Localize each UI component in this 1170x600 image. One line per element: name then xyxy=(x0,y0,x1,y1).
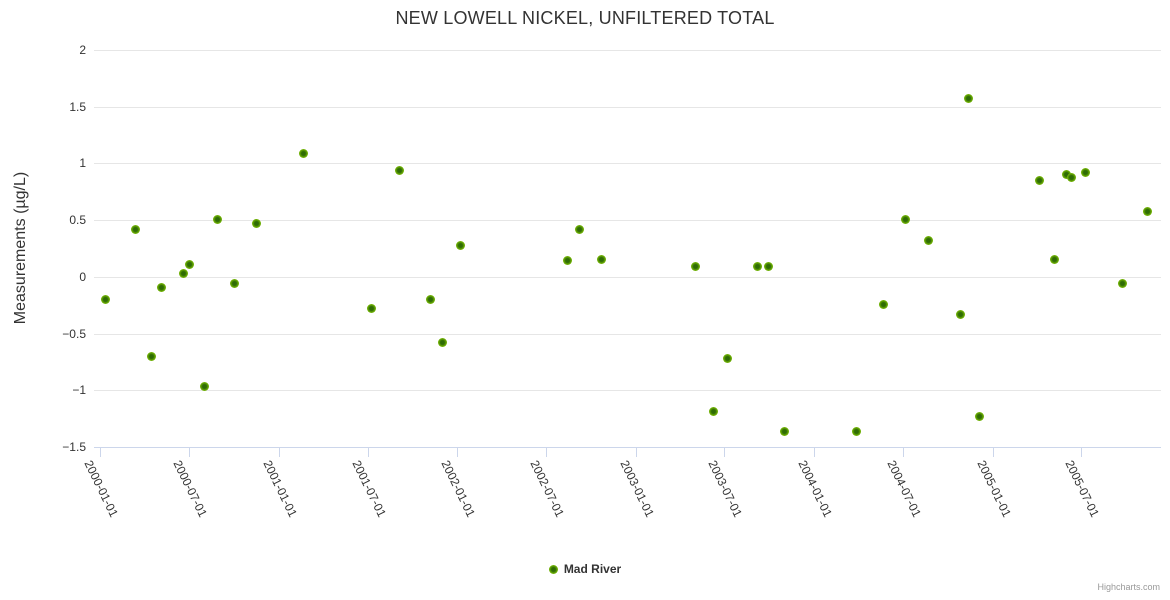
gridline xyxy=(94,390,1161,392)
data-point[interactable] xyxy=(147,351,157,361)
x-axis-tick-label: 2005-01-01 xyxy=(974,458,1014,520)
x-axis-tick-mark xyxy=(992,447,994,457)
data-point[interactable] xyxy=(1062,170,1072,180)
x-axis-tick-label: 2001-01-01 xyxy=(260,458,301,520)
y-axis-tick-label: −0.5 xyxy=(62,326,86,341)
data-point[interactable] xyxy=(691,262,701,272)
plot-area: 2000-01-01 2000-07-01 2001-01-01 2001-07-01… xyxy=(82,50,1161,519)
y-axis-labels: 2 1.5 1 0.5 0 −0.5 −1 −1.5 xyxy=(0,43,86,454)
data-point[interactable] xyxy=(764,262,774,272)
x-axis-tick-mark xyxy=(367,447,369,457)
x-axis-tick-label: 2005-07-01 xyxy=(1062,458,1103,520)
data-point[interactable] xyxy=(1081,168,1091,177)
x-axis-tick-mark xyxy=(1081,447,1083,457)
x-axis-tick-mark xyxy=(189,447,191,457)
y-axis-tick-label: −1.5 xyxy=(62,440,86,454)
x-axis-tick-mark xyxy=(545,447,547,457)
x-axis-tick-label: 2003-01-01 xyxy=(617,458,657,520)
data-point[interactable] xyxy=(974,411,984,421)
x-axis-tick-label: 2002-01-01 xyxy=(438,458,479,520)
data-point[interactable] xyxy=(1142,206,1152,216)
data-point[interactable] xyxy=(955,309,965,319)
x-axis-tick-mark xyxy=(457,447,459,457)
data-point[interactable] xyxy=(185,259,195,269)
x-axis-tick-mark xyxy=(814,447,816,457)
x-axis-tick-label: 2000-07-01 xyxy=(170,458,211,520)
legend-marker-icon xyxy=(548,564,558,574)
data-point[interactable] xyxy=(1067,172,1077,182)
y-axis-tick-label: 0.5 xyxy=(69,213,86,228)
x-axis-tick-label: 2004-01-01 xyxy=(795,458,836,520)
legend-label: Mad River xyxy=(563,562,622,576)
legend-item-mad-river[interactable]: Mad River xyxy=(0,562,1170,576)
data-point[interactable] xyxy=(563,256,573,266)
data-point[interactable] xyxy=(752,262,762,272)
data-point[interactable] xyxy=(924,236,934,246)
y-axis-tick-label: −1 xyxy=(72,383,86,398)
y-axis-tick-label: 0 xyxy=(79,269,86,284)
data-point[interactable] xyxy=(722,354,732,364)
y-axis-tick-label: 1.5 xyxy=(69,99,86,114)
x-axis-tick-mark xyxy=(635,447,637,457)
x-axis-tick-label: 2004-07-01 xyxy=(884,458,924,520)
data-point[interactable] xyxy=(879,299,889,309)
gridline xyxy=(94,106,1161,108)
data-point[interactable] xyxy=(780,426,790,436)
x-axis-line xyxy=(94,447,1161,448)
gridline xyxy=(94,220,1161,222)
data-point[interactable] xyxy=(298,148,308,158)
data-point[interactable] xyxy=(852,426,862,436)
gridline xyxy=(94,163,1161,165)
data-point[interactable] xyxy=(901,214,911,224)
data-point[interactable] xyxy=(597,255,607,265)
data-point[interactable] xyxy=(455,240,465,250)
data-point[interactable] xyxy=(130,224,140,234)
x-axis-tick-label: 2001-07-01 xyxy=(348,458,389,520)
gridline xyxy=(94,50,1161,51)
gridline xyxy=(94,333,1161,335)
x-axis-tick-label: 2003-07-01 xyxy=(705,458,746,520)
y-axis-tick-label: 1 xyxy=(79,156,86,171)
data-point[interactable] xyxy=(229,279,239,289)
data-point[interactable] xyxy=(438,338,448,348)
highcharts-credit-link[interactable]: Highcharts.com xyxy=(1097,582,1160,592)
x-axis-tick-mark xyxy=(724,447,726,457)
data-point[interactable] xyxy=(179,268,189,278)
data-point[interactable] xyxy=(157,282,167,292)
data-point[interactable] xyxy=(394,165,404,175)
x-axis-tick-label: 2000-01-01 xyxy=(81,458,122,520)
gridline xyxy=(94,276,1161,278)
data-point[interactable] xyxy=(251,219,261,229)
x-axis-tick-mark xyxy=(903,447,905,457)
data-point[interactable] xyxy=(1034,175,1044,185)
x-axis-tick-mark xyxy=(100,447,102,457)
data-point[interactable] xyxy=(575,224,585,234)
data-point[interactable] xyxy=(1118,279,1128,289)
x-axis-tick-label: 2002-07-01 xyxy=(527,458,567,520)
data-point[interactable] xyxy=(366,304,376,314)
data-point[interactable] xyxy=(1050,255,1060,265)
data-point[interactable] xyxy=(709,407,719,417)
data-point[interactable] xyxy=(100,295,110,305)
data-point[interactable] xyxy=(425,295,435,305)
y-axis-tick-label: 2 xyxy=(79,43,86,57)
data-point[interactable] xyxy=(200,382,210,392)
data-point[interactable] xyxy=(213,214,223,224)
x-axis-tick-mark xyxy=(279,447,281,457)
data-point[interactable] xyxy=(964,94,974,104)
chart-title: NEW LOWELL NICKEL, UNFILTERED TOTAL xyxy=(395,8,775,28)
